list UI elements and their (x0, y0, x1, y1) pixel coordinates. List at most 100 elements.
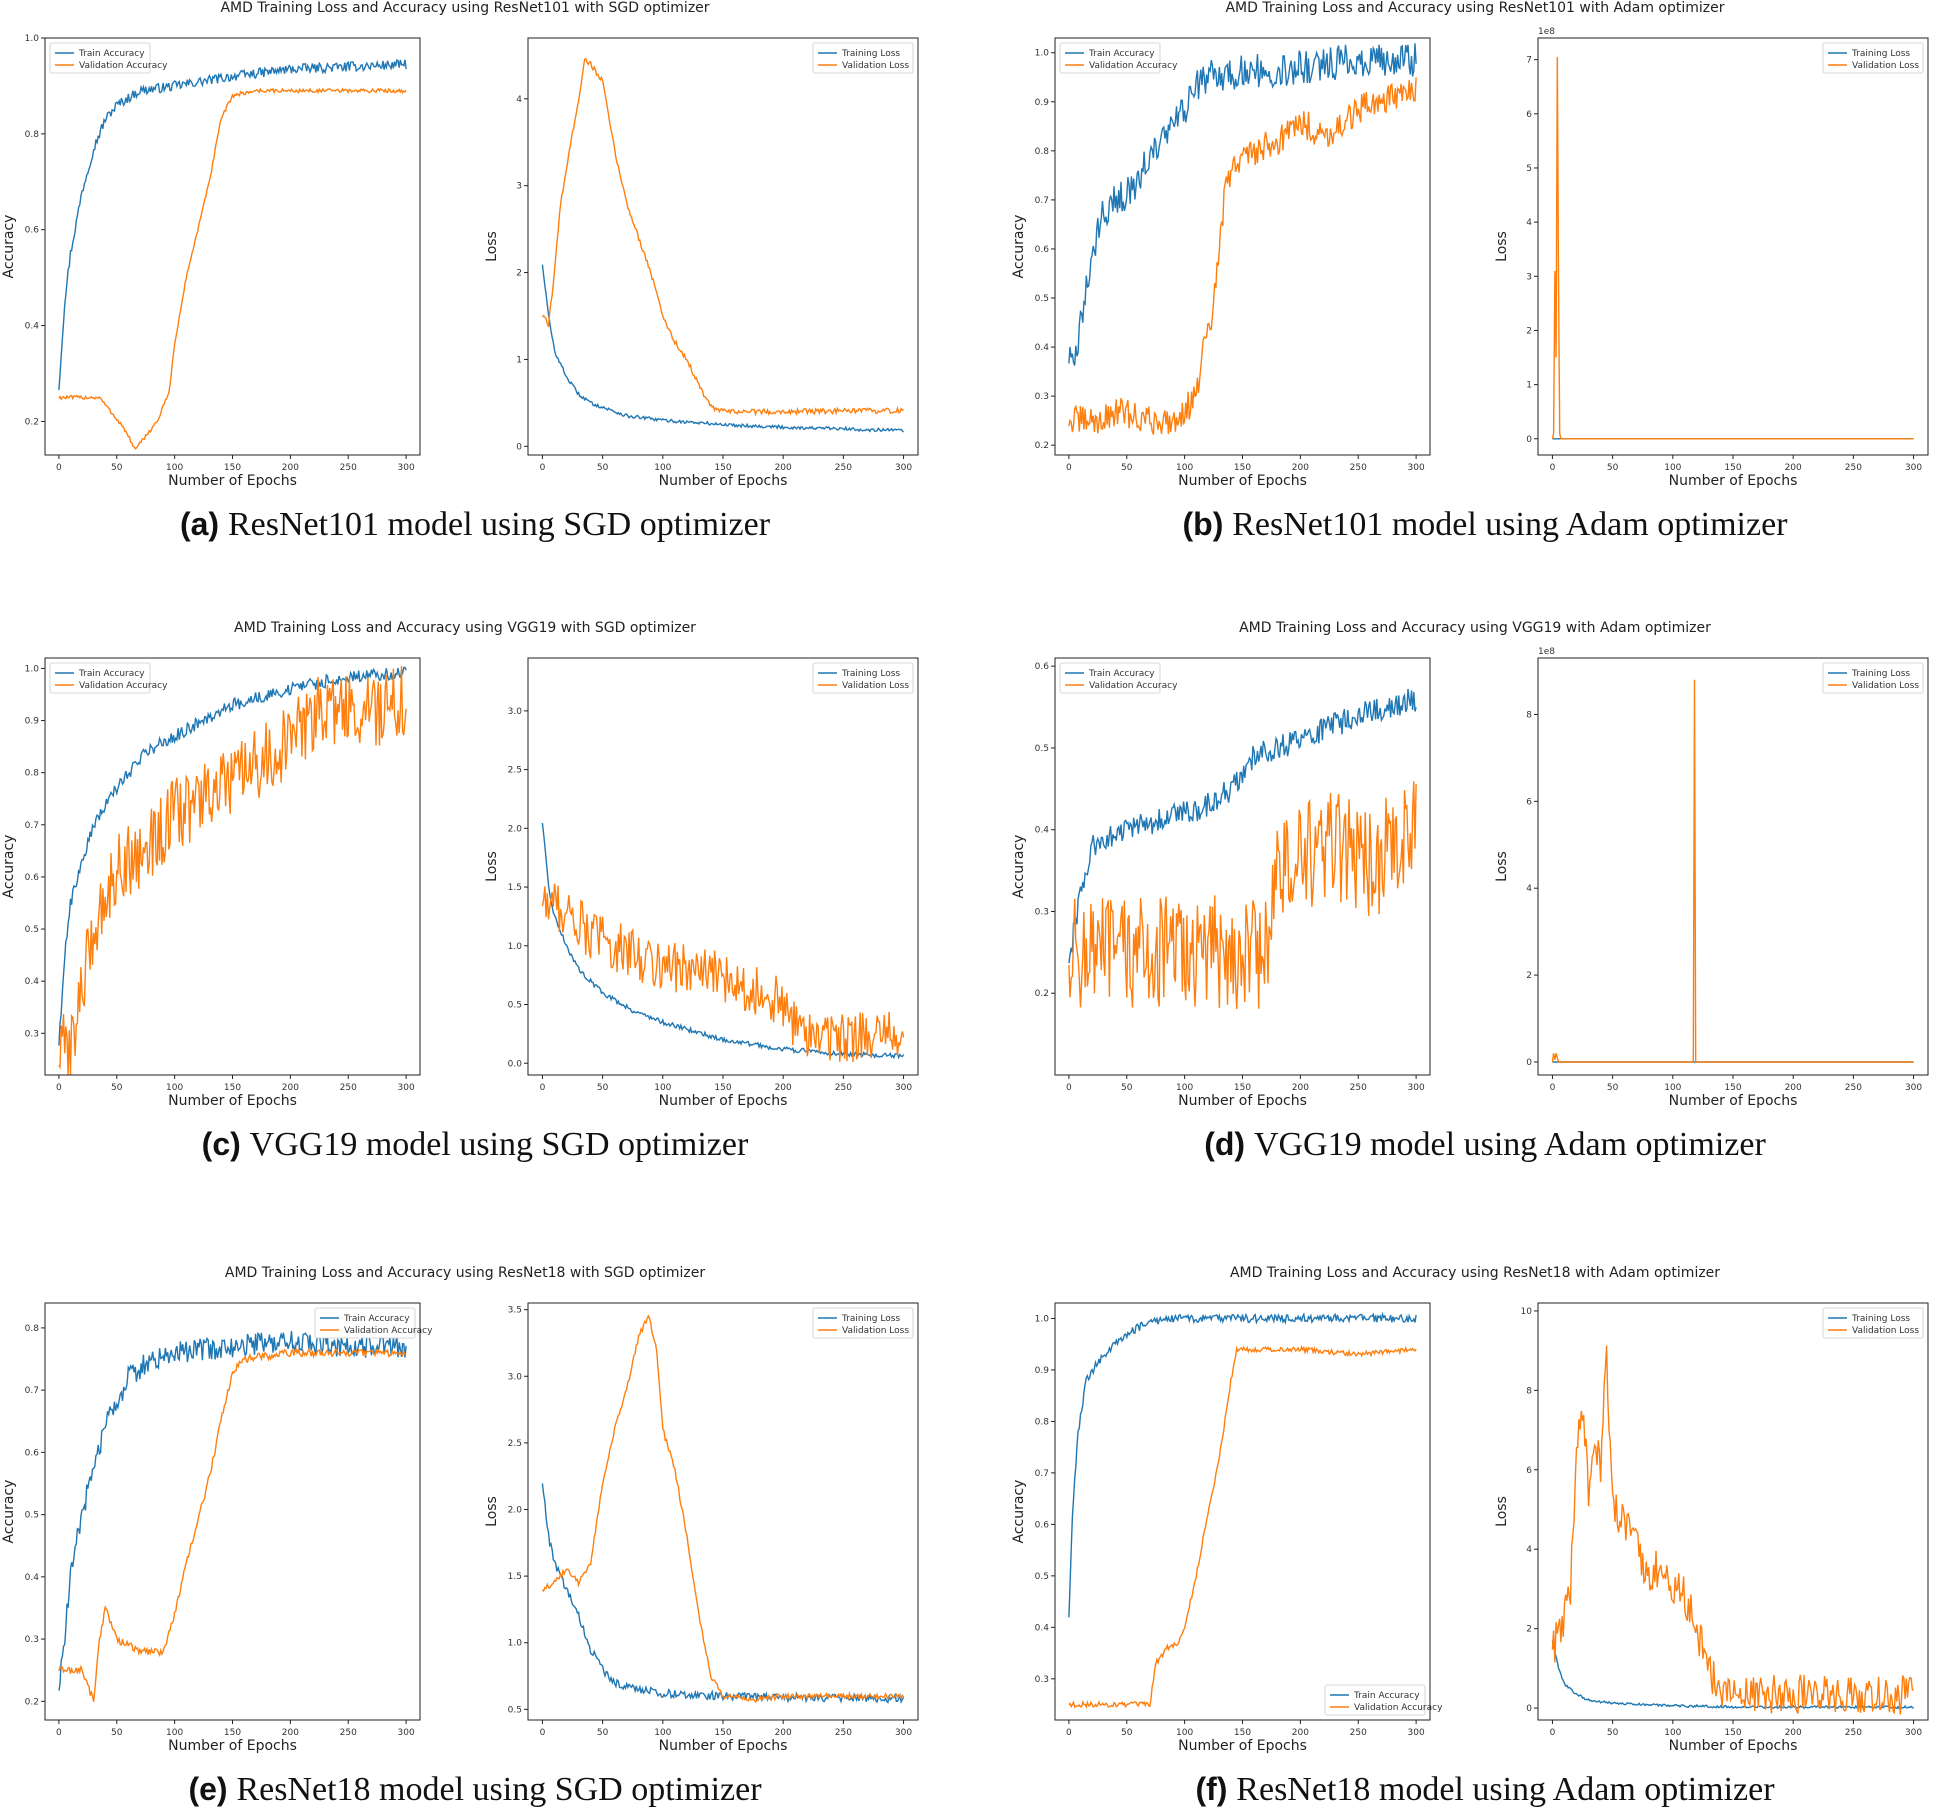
caption: (e) ResNet18 model using SGD optimizer (188, 1771, 762, 1808)
legend: Train Accuracy Validation Accuracy (1059, 42, 1178, 74)
x-tick-label: 150 (1234, 1728, 1251, 1738)
y-tick-label: 0.6 (25, 1448, 40, 1458)
x-tick-label: 250 (1350, 1083, 1367, 1093)
x-axis-label: Number of Epochs (1178, 473, 1307, 489)
y-tick-label: 0.5 (1035, 294, 1049, 304)
legend-label: Training Loss (1851, 669, 1910, 679)
y-tick-label: 0.8 (25, 1324, 40, 1334)
x-tick-label: 0 (1066, 463, 1072, 473)
x-tick-label: 50 (111, 1728, 123, 1738)
series-line-validation-loss (541, 1314, 905, 1704)
y-tick-label: 0.9 (25, 717, 40, 727)
legend-label: Validation Loss (1852, 681, 1919, 691)
y-tick-label: 4 (1526, 884, 1532, 894)
legend-box (49, 42, 151, 74)
x-axis-label: Number of Epochs (168, 473, 297, 489)
x-axis-label: Number of Epochs (1669, 1093, 1798, 1109)
x-tick-label: 300 (1408, 1728, 1425, 1738)
x-tick-label: 150 (1724, 1083, 1741, 1093)
x-tick-label: 200 (1785, 463, 1802, 473)
legend-box (1822, 1307, 1924, 1339)
series-line-validation-accuracy (1068, 781, 1417, 1010)
y-tick-label: 0.2 (1035, 441, 1049, 451)
x-tick-label: 200 (1292, 463, 1309, 473)
legend-label: Validation Accuracy (1354, 1703, 1443, 1713)
caption: (b) ResNet101 model using Adam optimizer (1182, 506, 1788, 543)
legend-label: Train Accuracy (343, 1314, 410, 1324)
caption-text: ResNet101 model using Adam optimizer (1232, 506, 1788, 543)
legend-label: Validation Loss (842, 61, 909, 71)
y-tick-label: 0.8 (25, 769, 40, 779)
legend-box (1822, 662, 1924, 694)
legend-label: Validation Loss (842, 681, 909, 691)
y-tick-label: 0.2 (25, 417, 39, 427)
x-tick-label: 100 (1176, 1728, 1193, 1738)
series-line-validation-accuracy (58, 1347, 407, 1702)
y-tick-label: 8 (1526, 1386, 1532, 1396)
legend-label: Train Accuracy (78, 49, 145, 59)
legend-label: Validation Accuracy (1089, 61, 1178, 71)
loss-panel: 0 50 100 150 200 250 300 0 1 2 3 4 Number of Epochs L… (484, 37, 919, 489)
x-tick-label: 100 (1664, 463, 1681, 473)
loss-panel: 0 50 100 150 200 250 300 0 2 4 6 8 1e8 Number of Epoc… (1494, 647, 1929, 1109)
legend-box (812, 662, 914, 694)
legend: Training Loss Validation Loss (1822, 42, 1924, 74)
y-tick-label: 2.0 (508, 1506, 523, 1516)
x-tick-label: 250 (835, 1728, 852, 1738)
y-axis-label: Accuracy (1, 215, 17, 279)
x-axis-label: Number of Epochs (168, 1738, 297, 1754)
y-axis-label: Loss (484, 851, 500, 882)
y-tick-label: 0.3 (1035, 392, 1049, 402)
y-tick-label: 0.4 (1035, 826, 1050, 836)
x-tick-label: 50 (1121, 463, 1133, 473)
x-tick-label: 150 (714, 463, 731, 473)
x-tick-label: 50 (111, 1083, 123, 1093)
x-tick-label: 0 (540, 463, 546, 473)
x-tick-label: 100 (166, 1083, 183, 1093)
x-tick-label: 250 (340, 1083, 357, 1093)
offset-text: 1e8 (1538, 27, 1555, 37)
y-axis-label: Accuracy (1, 835, 17, 899)
x-tick-label: 50 (597, 1728, 609, 1738)
legend: Training Loss Validation Loss (1822, 662, 1924, 694)
legend: Training Loss Validation Loss (812, 662, 914, 694)
x-tick-label: 200 (775, 463, 792, 473)
legend: Training Loss Validation Loss (812, 1307, 914, 1339)
legend-label: Validation Accuracy (79, 61, 168, 71)
loss-panel: 0 50 100 150 200 250 300 0.5 1.0 1.5 2.0 2.5 3.0 3.5 N… (484, 1302, 919, 1754)
caption-text: ResNet18 model using Adam optimizer (1236, 1771, 1775, 1808)
legend-label: Validation Accuracy (344, 1326, 433, 1336)
y-axis-label: Loss (1494, 231, 1510, 262)
subfigure-f: AMD Training Loss and Accuracy using Res… (1011, 1265, 1929, 1808)
caption: (a) ResNet101 model using SGD optimizer (180, 506, 771, 543)
y-tick-label: 3.0 (508, 707, 523, 717)
caption-letter: (f) (1195, 1771, 1236, 1807)
y-tick-label: 0.5 (508, 1001, 522, 1011)
x-tick-label: 200 (282, 463, 299, 473)
caption-text: ResNet18 model using SGD optimizer (236, 1771, 762, 1808)
x-tick-label: 200 (775, 1728, 792, 1738)
x-tick-label: 250 (1845, 1083, 1862, 1093)
y-tick-label: 4 (1526, 1545, 1532, 1555)
caption-letter: (e) (188, 1771, 236, 1807)
y-tick-label: 0.4 (1035, 1623, 1050, 1633)
series-line-validation-accuracy (58, 87, 407, 450)
x-tick-label: 100 (1664, 1728, 1681, 1738)
accuracy-panel: 0 50 100 150 200 250 300 0.2 0.3 0.4 0.5 0.6 Number … (1011, 657, 1431, 1109)
y-tick-label: 2.5 (508, 766, 522, 776)
legend-label: Validation Loss (1852, 61, 1919, 71)
axes-frame (1054, 1302, 1431, 1721)
y-tick-label: 1 (1526, 381, 1532, 391)
x-tick-label: 100 (654, 463, 671, 473)
x-tick-label: 0 (540, 1083, 546, 1093)
y-tick-label: 10 (1521, 1307, 1533, 1317)
y-tick-label: 3.5 (508, 1306, 522, 1316)
caption: (c) VGG19 model using SGD optimizer (202, 1126, 749, 1163)
x-tick-label: 100 (1664, 1083, 1681, 1093)
y-tick-label: 7 (1526, 56, 1532, 66)
y-tick-label: 0 (1526, 1058, 1532, 1068)
axes-frame (527, 1302, 919, 1721)
y-tick-label: 1.0 (25, 34, 40, 44)
series-line-training-loss (1551, 1640, 1915, 1710)
y-axis-label: Accuracy (1011, 835, 1027, 899)
